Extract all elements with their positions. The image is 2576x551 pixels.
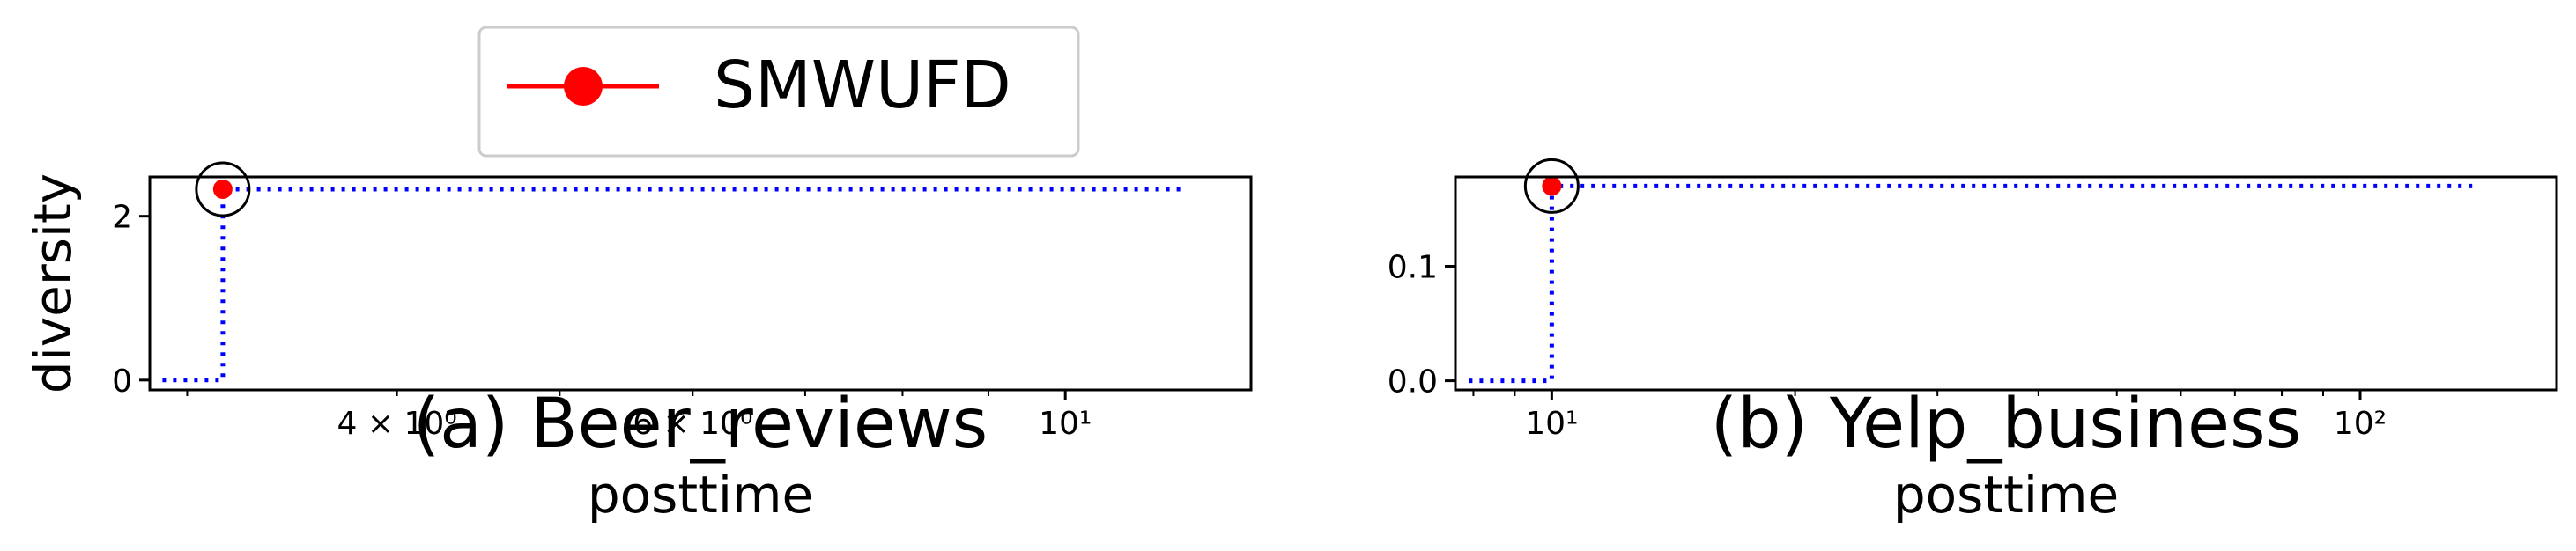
- panel-b-plot-frame: [1454, 175, 2558, 392]
- panel-b-ytick-label: 0.1: [1388, 249, 1438, 285]
- panel-a-data-point: [212, 179, 233, 199]
- panel-b-step-line: [1469, 183, 2479, 384]
- panel-b-data-layer: [1469, 158, 2479, 384]
- panel-a-caption: (a) Beer_reviews: [413, 385, 988, 464]
- panel-b-xtick-label: 10¹: [1525, 406, 1578, 442]
- panel-b-xtick-label: 10²: [2334, 406, 2387, 442]
- panel-a-ticks-layer: 4 × 10⁰ 6 × 10⁰ 10¹ 0 2: [112, 200, 1092, 442]
- panel-b-caption: (b) Yelp_business: [1711, 385, 2302, 464]
- panel-a-ylabel: diversity: [23, 173, 83, 393]
- panel-b-ticks-layer: 10¹ 10² 0.0 0.1: [1388, 249, 2387, 442]
- panel-b-highlight-ring: [1523, 158, 1580, 214]
- panel-a-xlabel: posttime: [588, 465, 813, 525]
- panel-a-plot-frame: [148, 175, 1253, 392]
- legend-frame: [477, 26, 1080, 158]
- panel-a-step-line: [162, 187, 1187, 383]
- panel-b-data-point: [1542, 176, 1562, 196]
- legend: SMWUFD: [477, 26, 1080, 158]
- panel-a-xtick-label: 10¹: [1039, 406, 1092, 442]
- panel-b-xlabel: posttime: [1893, 465, 2119, 525]
- legend-marker-swatch: [564, 67, 603, 106]
- panel-b: 10¹ 10² 0.0 0.1 posttime (b) Yelp_business: [1388, 158, 2558, 525]
- panel-a-xtick-label: 4 × 10⁰: [337, 406, 457, 442]
- panel-a-data-layer: [162, 161, 1187, 383]
- panel-a-ytick-label: 2: [112, 200, 132, 236]
- panel-a-ytick-label: 0: [112, 364, 132, 400]
- panel-a-highlight-ring: [195, 161, 251, 217]
- panel-a-xtick-label: 6 × 10⁰: [633, 406, 752, 442]
- panel-b-ytick-label: 0.0: [1388, 364, 1438, 400]
- legend-label: SMWUFD: [714, 48, 1011, 123]
- panel-a: 4 × 10⁰ 6 × 10⁰ 10¹ 0 2 diversity posttime (…: [23, 161, 1253, 525]
